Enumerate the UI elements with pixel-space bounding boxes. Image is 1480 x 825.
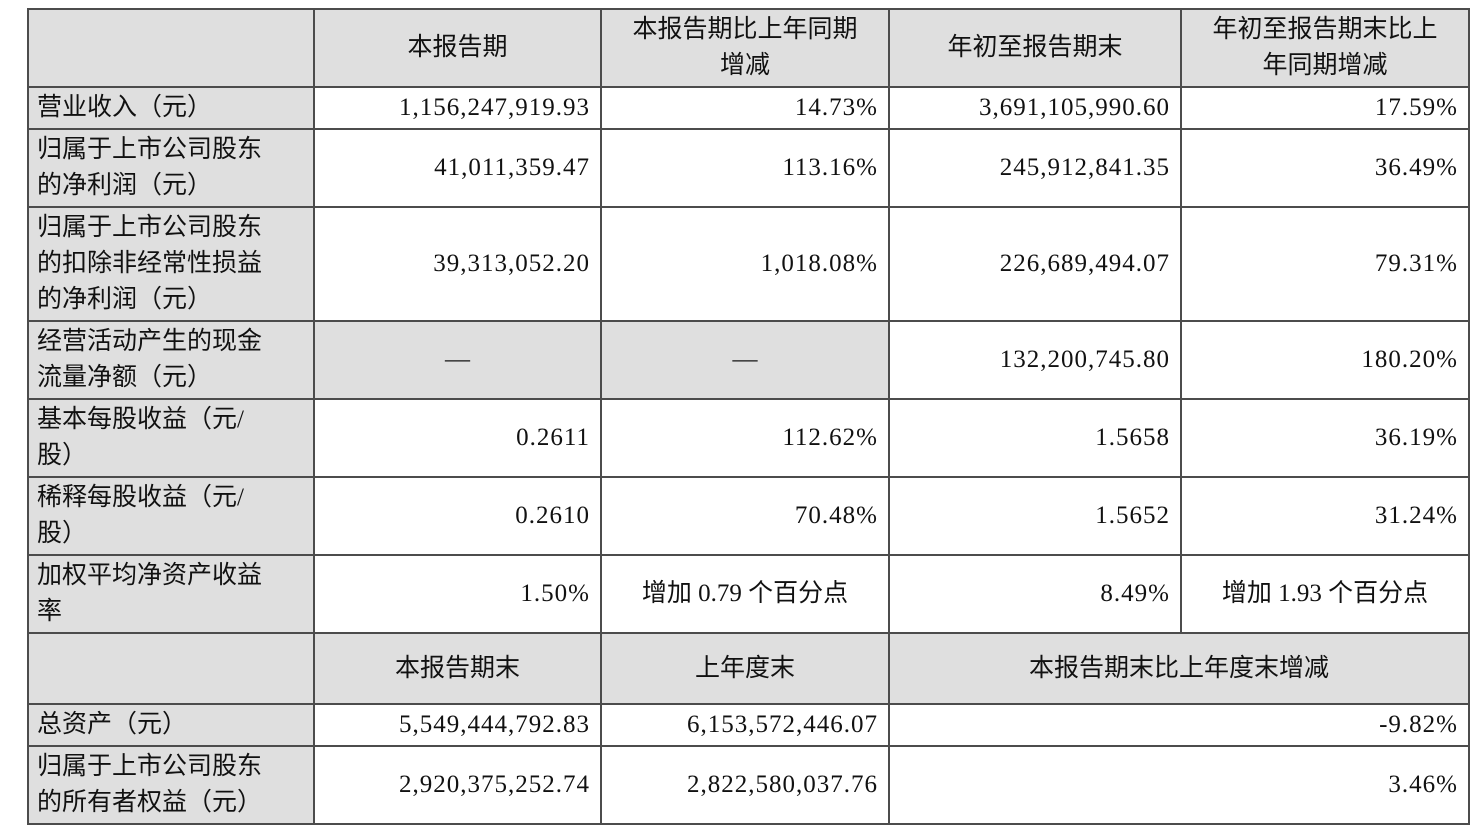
row-label: 基本每股收益（元/股） (27, 398, 315, 478)
col-header-period-end-vs-prior-year-end: 本报告期末比上年度末增减 (888, 632, 1470, 705)
cell-value: -9.82% (888, 703, 1470, 747)
row-label: 加权平均净资产收益率 (27, 554, 315, 634)
cell-value: 36.49% (1180, 128, 1470, 208)
table-row-diluted-eps: 稀释每股收益（元/股） 0.2610 70.48% 1.5652 31.24% (27, 476, 1470, 556)
financial-summary-table: 本报告期 本报告期比上年同期增减 年初至报告期末 年初至报告期末比上年同期增减 … (27, 8, 1470, 825)
table-row-basic-eps: 基本每股收益（元/股） 0.2611 112.62% 1.5658 36.19% (27, 398, 1470, 478)
cell-value: 1.5658 (888, 398, 1182, 478)
cell-value: 113.16% (600, 128, 890, 208)
row-label: 营业收入（元） (27, 86, 315, 130)
row-label: 归属于上市公司股东的扣除非经常性损益的净利润（元） (27, 206, 315, 322)
col-header-prior-year-end: 上年度末 (600, 632, 890, 705)
cell-value: 180.20% (1180, 320, 1470, 400)
col-header-current-period-yoy: 本报告期比上年同期增减 (600, 8, 890, 88)
cell-value: 112.62% (600, 398, 890, 478)
cell-value: 14.73% (600, 86, 890, 130)
cell-value: 39,313,052.20 (313, 206, 602, 322)
table-row-weighted-avg-roe: 加权平均净资产收益率 1.50% 增加 0.79 个百分点 8.49% 增加 1… (27, 554, 1470, 634)
cell-value: 2,822,580,037.76 (600, 745, 890, 825)
table-row-equity-attributable-to-shareholders: 归属于上市公司股东的所有者权益（元） 2,920,375,252.74 2,82… (27, 745, 1470, 825)
row-label: 经营活动产生的现金流量净额（元） (27, 320, 315, 400)
cell-value: 41,011,359.47 (313, 128, 602, 208)
cell-value: 3,691,105,990.60 (888, 86, 1182, 130)
table-row-revenue: 营业收入（元） 1,156,247,919.93 14.73% 3,691,10… (27, 86, 1470, 130)
cell-value: 79.31% (1180, 206, 1470, 322)
cell-value: 8.49% (888, 554, 1182, 634)
table-row-net-profit: 归属于上市公司股东的净利润（元） 41,011,359.47 113.16% 2… (27, 128, 1470, 208)
row-label: 总资产（元） (27, 703, 315, 747)
row-label: 归属于上市公司股东的所有者权益（元） (27, 745, 315, 825)
col-header-ytd-yoy: 年初至报告期末比上年同期增减 (1180, 8, 1470, 88)
cell-value: 0.2610 (313, 476, 602, 556)
row-label: 稀释每股收益（元/股） (27, 476, 315, 556)
cell-value: 1.5652 (888, 476, 1182, 556)
cell-value: 132,200,745.80 (888, 320, 1182, 400)
table-row-total-assets: 总资产（元） 5,549,444,792.83 6,153,572,446.07… (27, 703, 1470, 747)
cell-value: 增加 1.93 个百分点 (1180, 554, 1470, 634)
cell-value: 3.46% (888, 745, 1470, 825)
col-header-current-period: 本报告期 (313, 8, 602, 88)
empty-value-dash: — (600, 320, 890, 400)
cell-value: 0.2611 (313, 398, 602, 478)
cell-value: 1,156,247,919.93 (313, 86, 602, 130)
section2-header-row: 本报告期末 上年度末 本报告期末比上年度末增减 (27, 632, 1470, 705)
row-label: 归属于上市公司股东的净利润（元） (27, 128, 315, 208)
cell-value: 5,549,444,792.83 (313, 703, 602, 747)
cell-value: 1,018.08% (600, 206, 890, 322)
cell-value: 增加 0.79 个百分点 (600, 554, 890, 634)
cell-value: 31.24% (1180, 476, 1470, 556)
col-header-period-end: 本报告期末 (313, 632, 602, 705)
table-row-operating-cash-flow: 经营活动产生的现金流量净额（元） — — 132,200,745.80 180.… (27, 320, 1470, 400)
cell-value: 245,912,841.35 (888, 128, 1182, 208)
col-header-ytd: 年初至报告期末 (888, 8, 1182, 88)
empty-value-dash: — (313, 320, 602, 400)
cell-value: 17.59% (1180, 86, 1470, 130)
cell-value: 36.19% (1180, 398, 1470, 478)
cell-value: 226,689,494.07 (888, 206, 1182, 322)
table-row-net-profit-excl-nonrecurring: 归属于上市公司股东的扣除非经常性损益的净利润（元） 39,313,052.20 … (27, 206, 1470, 322)
cell-value: 6,153,572,446.07 (600, 703, 890, 747)
cell-value: 70.48% (600, 476, 890, 556)
corner-cell (27, 8, 315, 88)
section1-header-row: 本报告期 本报告期比上年同期增减 年初至报告期末 年初至报告期末比上年同期增减 (27, 8, 1470, 88)
cell-value: 1.50% (313, 554, 602, 634)
corner-cell (27, 632, 315, 705)
cell-value: 2,920,375,252.74 (313, 745, 602, 825)
